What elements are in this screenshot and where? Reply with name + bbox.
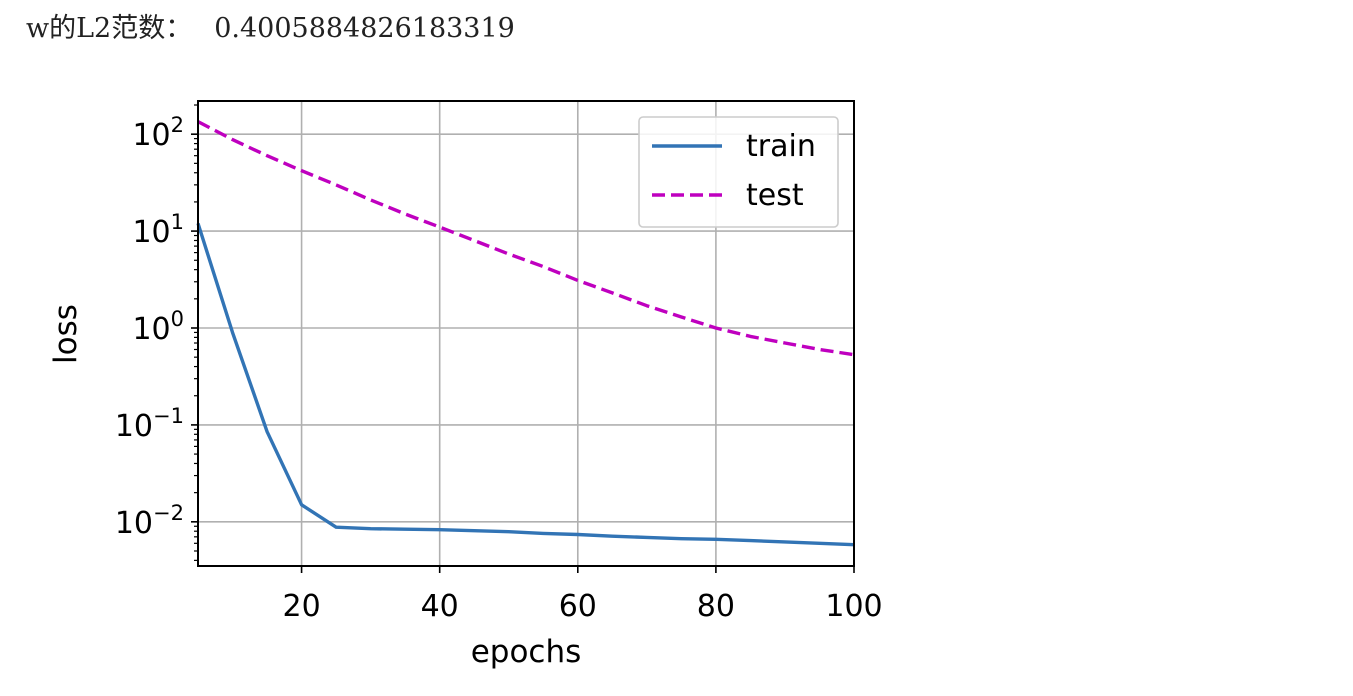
y-tick-label: 102 xyxy=(132,113,184,153)
x-tick-label: 40 xyxy=(421,589,459,624)
y-tick-label: 100 xyxy=(132,307,184,347)
output-label: w的L2范数： xyxy=(26,13,193,44)
y-tick-label: 101 xyxy=(132,210,184,250)
series-lines xyxy=(196,120,855,547)
x-tick-label: 100 xyxy=(825,589,882,624)
series-line-test xyxy=(197,120,855,357)
x-tick-label: 20 xyxy=(282,589,320,624)
plot-frame xyxy=(197,100,855,567)
axis-ticks: 20 40 60 80 100 10−2 10−1 100 101 102 xyxy=(115,104,883,624)
output-value: 0.4005884826183319 xyxy=(214,13,515,44)
output-line: w的L2范数： 0.4005884826183319 xyxy=(26,6,515,45)
y-axis-label: loss xyxy=(48,304,84,364)
y-tick-label: 10−1 xyxy=(115,404,184,444)
x-tick-label: 80 xyxy=(697,589,735,624)
legend: train test xyxy=(638,116,839,228)
x-tick-label: 60 xyxy=(559,589,597,624)
series-line-train xyxy=(196,222,855,547)
y-tick-label: 10−2 xyxy=(115,501,184,541)
x-axis-label: epochs xyxy=(471,634,582,670)
legend-label-train: train xyxy=(746,129,816,164)
legend-label-test: test xyxy=(746,178,804,213)
